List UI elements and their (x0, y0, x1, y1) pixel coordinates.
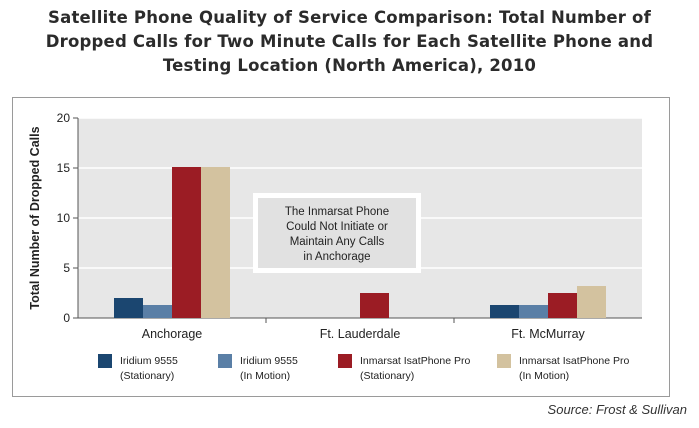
legend-label: (Stationary) (360, 370, 414, 382)
bar (490, 305, 519, 318)
bar (360, 293, 389, 318)
annotation-text: The Inmarsat Phone (285, 206, 389, 218)
y-tick-label: 15 (57, 161, 71, 175)
annotation-text: in Anchorage (303, 251, 370, 263)
x-tick-label: Anchorage (142, 327, 203, 341)
legend-label: Inmarsat IsatPhone Pro (519, 355, 629, 367)
title-line: Testing Location (North America), 2010 (162, 56, 537, 75)
bar (201, 167, 230, 318)
title-line: Satellite Phone Quality of Service Compa… (48, 8, 651, 27)
y-tick-label: 0 (63, 311, 70, 325)
legend-label: (In Motion) (240, 370, 290, 382)
legend-swatch (218, 354, 232, 368)
bar (577, 286, 606, 318)
bar (519, 305, 548, 318)
legend-swatch (338, 354, 352, 368)
legend-label: (In Motion) (519, 370, 569, 382)
annotation-text: Maintain Any Calls (290, 236, 385, 248)
bar (548, 293, 577, 318)
chart-title: Satellite Phone Quality of Service Compa… (0, 6, 699, 78)
y-axis-label: Total Number of Dropped Calls (28, 126, 42, 309)
title-line: Dropped Calls for Two Minute Calls for E… (45, 32, 654, 51)
legend-label: (Stationary) (120, 370, 174, 382)
legend-label: Iridium 9555 (240, 355, 298, 367)
bar (172, 167, 201, 318)
source-note: Source: Frost & Sullivan (547, 402, 687, 417)
bar (143, 305, 172, 318)
x-tick-label: Ft. McMurray (511, 327, 585, 341)
bar (114, 298, 143, 318)
y-tick-label: 10 (57, 211, 71, 225)
legend-swatch (497, 354, 511, 368)
annotation-text: Could Not Initiate or (286, 221, 388, 233)
legend-swatch (98, 354, 112, 368)
legend-label: Iridium 9555 (120, 355, 178, 367)
legend-label: Inmarsat IsatPhone Pro (360, 355, 470, 367)
y-tick-label: 20 (57, 111, 71, 125)
x-tick-label: Ft. Lauderdale (320, 327, 401, 341)
y-tick-label: 5 (63, 261, 70, 275)
annotation-box (258, 198, 416, 268)
